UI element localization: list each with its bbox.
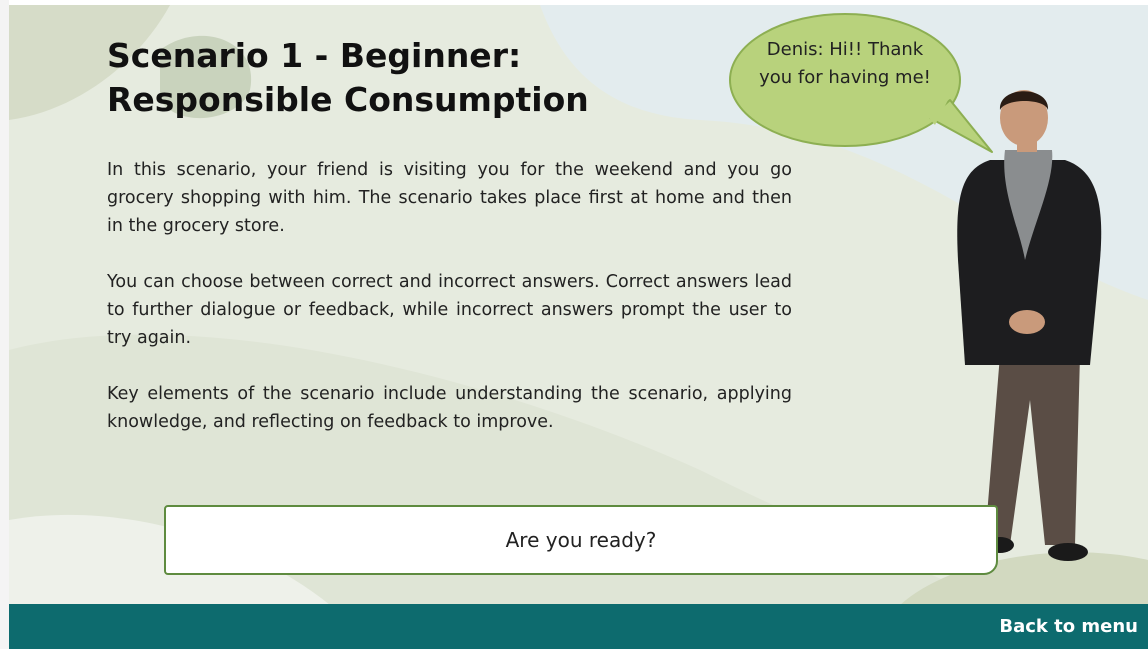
back-to-menu[interactable]: Back to menu	[999, 616, 1138, 637]
speech-bubble-text: Denis: Hi!! Thank you for having me!	[755, 36, 935, 92]
paragraph: Key elements of the scenario include und…	[107, 380, 792, 436]
ready-button[interactable]: Are you ready?	[164, 505, 998, 575]
paragraph: In this scenario, your friend is visitin…	[107, 156, 792, 240]
paragraph: You can choose between correct and incor…	[107, 268, 792, 352]
footer: Back to menu	[9, 604, 1148, 649]
description: In this scenario, your friend is visitin…	[107, 156, 792, 464]
title: Scenario 1 - Beginner: Responsible Consu…	[107, 34, 589, 122]
slide: Scenario 1 - Beginner: Responsible Consu…	[0, 0, 1148, 649]
title-line: Responsible Consumption	[107, 78, 589, 122]
title-line: Scenario 1 - Beginner:	[107, 34, 589, 78]
